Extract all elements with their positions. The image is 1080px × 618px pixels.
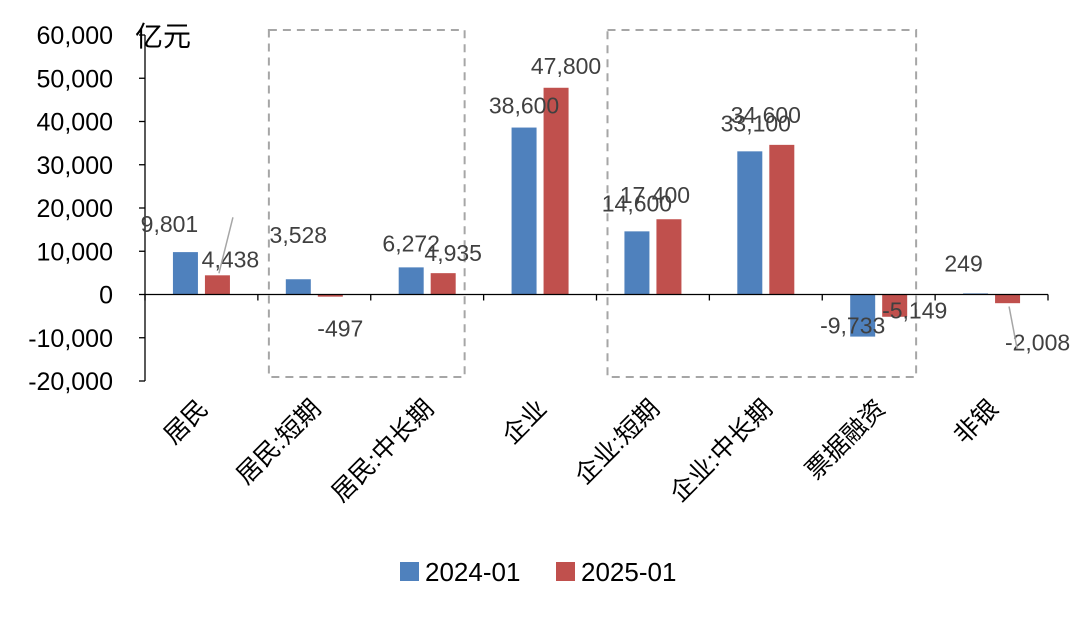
data-label: 3,528 (270, 222, 328, 248)
data-label: 17,400 (620, 182, 690, 208)
legend-swatch-2025-01 (556, 562, 575, 581)
data-label: -497 (317, 316, 363, 342)
bar-2025-01-居民:中长期 (430, 273, 456, 295)
data-label: 33,100 (721, 110, 791, 136)
y-tick-label: 10,000 (37, 238, 113, 266)
highlight-boxes (267, 29, 918, 378)
bar-2024-01-居民:中长期 (398, 267, 424, 295)
data-label: -9,733 (820, 313, 885, 339)
legend-swatch-2024-01 (400, 562, 419, 581)
leader-line (218, 217, 234, 274)
y-tick-label: 30,000 (37, 152, 113, 180)
data-label: 9,801 (141, 211, 199, 237)
data-label: 34,600 (731, 102, 801, 128)
category-label: 企业:中长期 (665, 394, 778, 507)
highlight-box (606, 29, 918, 378)
category-label: 居民:中长期 (326, 394, 439, 507)
y-axis: 60,000 50,000 40,000 30,000 20,000 10,000 0 -10… (28, 21, 191, 396)
data-label: 4,438 (202, 246, 260, 272)
bar-2024-01-居民 (172, 252, 198, 295)
bar-2025-01-居民:短期 (317, 294, 343, 297)
bar-2025-01-居民 (204, 275, 230, 295)
bar-2025-01-非银 (995, 294, 1021, 304)
y-tick-label: 0 (99, 282, 113, 310)
bar-2024-01-企业:中长期 (737, 151, 763, 295)
bar-2025-01-企业:中长期 (769, 144, 795, 295)
bar-2024-01-企业 (511, 127, 537, 295)
data-label: 249 (944, 250, 982, 276)
y-tick-label: -10,000 (28, 325, 113, 353)
category-label: 居民 (159, 394, 214, 449)
bar-2025-01-企业 (543, 87, 569, 295)
data-label: 47,800 (531, 53, 601, 79)
legend: 2024-01 2025-01 (400, 557, 676, 587)
y-tick-label: 50,000 (37, 65, 113, 93)
category-label: 票据融资 (800, 394, 891, 485)
bar-2024-01-居民:短期 (285, 279, 311, 295)
highlight-box (267, 29, 466, 378)
y-tick-label: 40,000 (37, 109, 113, 137)
x-axis: 居民 居民:短期 居民:中长期 企业 企业:短期 企业:中长期 票据融资 非银 (144, 293, 1049, 508)
y-tick-label: 20,000 (37, 195, 113, 223)
legend-label: 2025-01 (581, 557, 676, 587)
bars (172, 87, 1021, 337)
bar-2024-01-企业:短期 (624, 231, 650, 295)
y-tick-label: 60,000 (37, 22, 113, 50)
bar-2025-01-企业:短期 (656, 219, 682, 295)
data-label: -5,149 (882, 298, 947, 324)
category-label: 居民:短期 (231, 394, 326, 489)
category-label: 企业 (497, 394, 552, 449)
category-label: 非银 (949, 394, 1004, 449)
leader-line (1008, 306, 1018, 349)
category-label: 企业:短期 (570, 394, 665, 489)
data-label: 38,600 (489, 93, 559, 119)
data-label: 6,272 (382, 230, 440, 256)
bar-2024-01-票据融资 (850, 294, 876, 337)
y-unit-label: 亿元 (135, 21, 191, 52)
data-label: 14,600 (602, 190, 672, 216)
y-tick-label: -20,000 (28, 368, 113, 396)
bar-2025-01-票据融资 (882, 294, 908, 317)
legend-label: 2024-01 (425, 557, 520, 587)
data-label: 4,935 (424, 240, 482, 266)
